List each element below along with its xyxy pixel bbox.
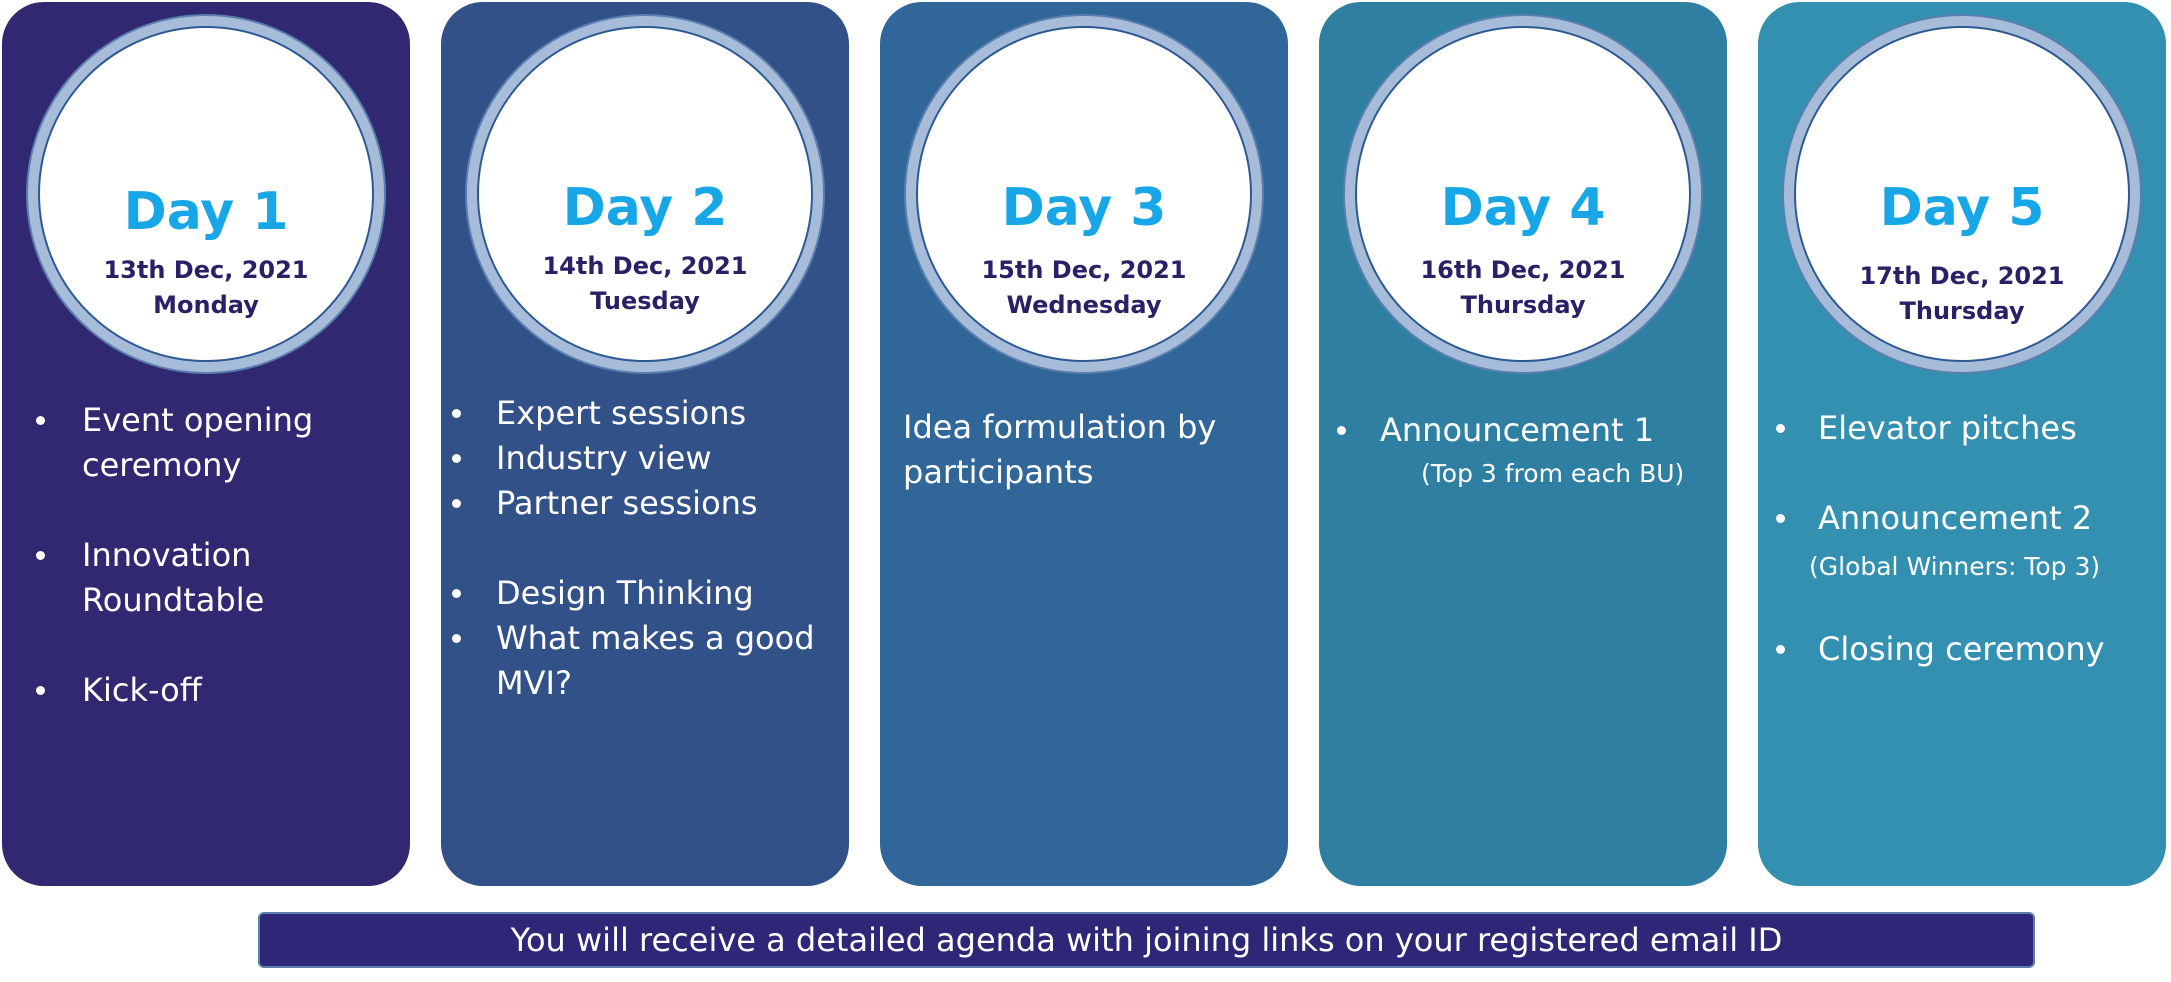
list-item: Elevator pitches: [1818, 409, 2077, 447]
bullet-icon: [1776, 424, 1785, 433]
day-2-weekday: Tuesday: [590, 287, 700, 315]
day-5-panel: Day 5 17th Dec, 2021 Thursday Elevator p…: [1758, 2, 2166, 886]
day-1-title: Day 1: [123, 182, 289, 242]
list-item: Partner sessions: [496, 484, 758, 522]
list-item: Announcement 1: [1380, 411, 1655, 449]
list-item: What makes a good MVI?: [496, 619, 815, 702]
bullet-icon: [452, 634, 461, 643]
day-4-items: Announcement 1 (Top 3 from each BU): [1319, 2, 1727, 886]
bullet-icon: [36, 551, 45, 560]
bullet-icon: [452, 454, 461, 463]
day-5-note: (Global Winners: Top 3): [1809, 552, 2101, 581]
day-5-badge: Day 5 17th Dec, 2021 Thursday: [1794, 26, 2130, 362]
day-4-note: (Top 3 from each BU): [1421, 459, 1685, 488]
list-item: Expert sessions: [496, 394, 747, 432]
day-4-panel: Day 4 16th Dec, 2021 Thursday Announceme…: [1319, 2, 1727, 886]
day-3-text: Idea formulation by participants: [903, 408, 1217, 491]
day-3-date: 15th Dec, 2021: [981, 256, 1187, 284]
list-item: Innovation Roundtable: [82, 536, 265, 619]
day-1-weekday: Monday: [153, 291, 259, 319]
bullet-icon: [36, 416, 45, 425]
day-5-date: 17th Dec, 2021: [1859, 262, 2065, 290]
day-4-date: 16th Dec, 2021: [1420, 256, 1626, 284]
day-1-panel: Day 1 13th Dec, 2021 Monday Event openin…: [2, 2, 410, 886]
list-item: Event opening ceremony: [82, 401, 314, 484]
list-item: Industry view: [496, 439, 712, 477]
list-item: Kick-off: [82, 671, 202, 709]
day-3-panel: Day 3 15th Dec, 2021 Wednesday Idea form…: [880, 2, 1288, 886]
day-2-badge: Day 2 14th Dec, 2021 Tuesday: [477, 26, 813, 362]
list-item: Design Thinking: [496, 574, 754, 612]
footer-banner: You will receive a detailed agenda with …: [258, 912, 2035, 968]
bullet-icon: [1776, 645, 1785, 654]
list-item: Closing ceremony: [1818, 630, 2105, 668]
bullet-icon: [452, 409, 461, 418]
day-3-weekday: Wednesday: [1006, 291, 1162, 319]
day-5-items: Elevator pitches Announcement 2 (Global …: [1758, 2, 2166, 886]
day-5-title: Day 5: [1879, 178, 2045, 238]
day-1-date: 13th Dec, 2021: [103, 256, 309, 284]
day-5-weekday: Thursday: [1899, 297, 2025, 325]
bullet-icon: [36, 686, 45, 695]
day-4-title: Day 4: [1440, 178, 1606, 238]
day-1-badge: Day 1 13th Dec, 2021 Monday: [38, 26, 374, 362]
day-2-items: Expert sessions Industry view Partner se…: [441, 2, 849, 886]
day-2-date: 14th Dec, 2021: [542, 252, 748, 280]
bullet-icon: [1337, 426, 1346, 435]
day-4-weekday: Thursday: [1460, 291, 1586, 319]
day-4-badge: Day 4 16th Dec, 2021 Thursday: [1355, 26, 1691, 362]
day-3-title: Day 3: [1001, 178, 1167, 238]
bullet-icon: [1776, 514, 1785, 523]
day-3-badge: Day 3 15th Dec, 2021 Wednesday: [916, 26, 1252, 362]
bullet-icon: [452, 499, 461, 508]
list-item: Announcement 2: [1818, 499, 2093, 537]
day-1-items: Event opening ceremony Innovation Roundt…: [2, 2, 410, 886]
bullet-icon: [452, 589, 461, 598]
day-2-panel: Day 2 14th Dec, 2021 Tuesday Expert sess…: [441, 2, 849, 886]
day-3-items: Idea formulation by participants: [880, 2, 1288, 886]
day-2-title: Day 2: [562, 178, 728, 238]
